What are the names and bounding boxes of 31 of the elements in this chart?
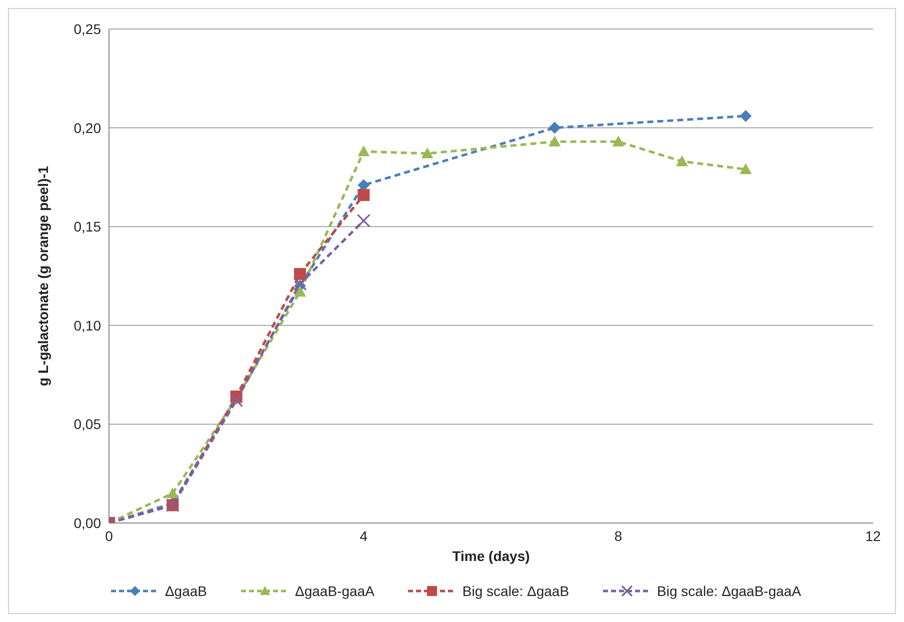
y-tick-label: 0,05 [74,416,102,432]
x-tick-label: 4 [360,528,368,544]
point [548,122,561,134]
x-tick-label: 0 [105,528,114,544]
legend-label: Big scale: ΔgaaB [462,583,570,599]
y-tick-label: 0,10 [74,317,102,334]
point [356,214,370,228]
point [230,394,244,408]
point [358,188,370,201]
y-tick-label: 0,25 [74,20,102,37]
point [166,487,179,498]
point [358,146,370,156]
point [293,277,307,291]
point [676,155,688,166]
x-tick-label: 12 [865,528,881,544]
x-axis-title: Time (days) [452,548,530,564]
point [294,286,306,297]
y-axis-title: g L-galactonate (g orange peel)-1 [34,166,51,386]
point [421,147,434,158]
legend-label: Big scale: ΔgaaB-gaaA [657,583,802,599]
x-tick-label: 8 [614,528,622,544]
point [612,136,624,146]
legend-label: ΔgaaB-gaaA [295,583,374,599]
y-tick-label: 0,15 [74,218,102,235]
y-tick-label: 0,00 [74,514,102,531]
point [740,110,752,122]
point [740,163,752,174]
point [294,268,306,280]
legend-label: ΔgaaB [164,583,207,599]
y-tick-label: 0,20 [74,120,102,136]
point [548,136,561,146]
